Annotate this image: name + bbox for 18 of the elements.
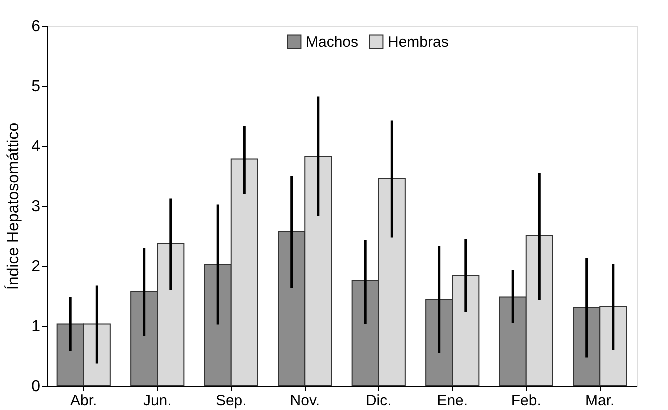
y-tick-label: 4 [32,138,41,156]
y-tick-label: 3 [32,198,41,216]
x-tick-label: Feb. [511,392,542,410]
x-tick-label: Nov. [290,392,320,410]
legend-label: Machos [306,34,359,51]
y-tick-label: 5 [32,78,41,96]
y-axis-title: Índice Hepatosomáttico [4,122,23,290]
x-tick-label: Dic. [366,392,392,410]
x-tick-label: Jun. [143,392,172,410]
y-tick-label: 0 [32,378,41,396]
y-tick-label: 2 [32,258,41,276]
y-tick-label: 6 [32,18,41,36]
x-tick-label: Ene. [437,392,468,410]
x-tick-label: Sep. [216,392,247,410]
x-tick-label: Mar. [586,392,615,410]
legend-label: Hembras [388,34,449,51]
x-tick-label: Abr. [70,392,98,410]
y-tick-label: 1 [32,318,41,336]
